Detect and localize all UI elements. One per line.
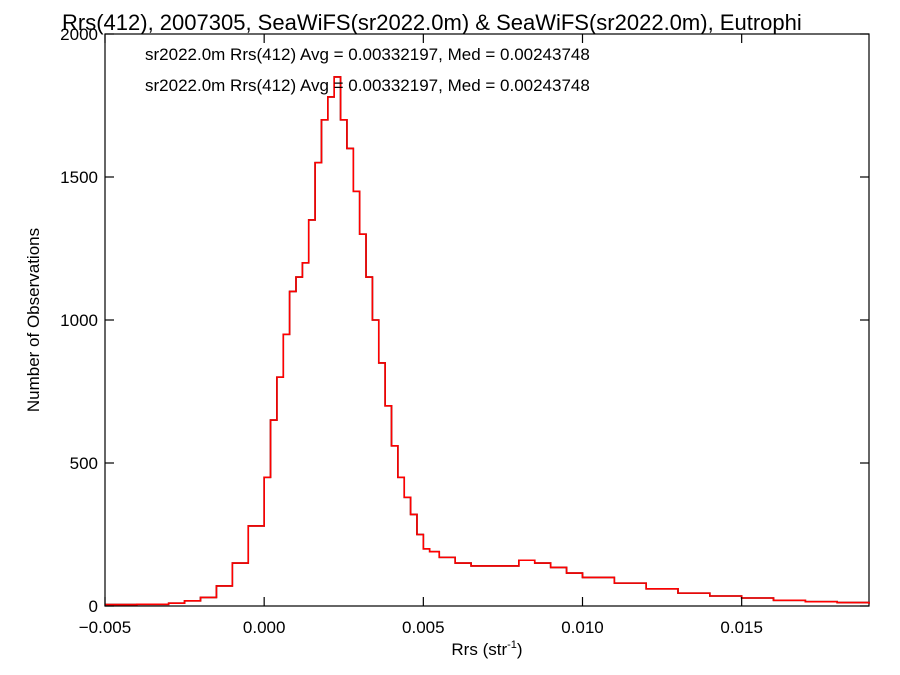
legend-entry-2: sr2022.0m Rrs(412) Avg = 0.00332197, Med… xyxy=(145,76,590,95)
x-tick-label: 0.000 xyxy=(243,618,286,637)
x-axis-label-main: Rrs (str xyxy=(451,640,507,659)
chart-title: Rrs(412), 2007305, SeaWiFS(sr2022.0m) & … xyxy=(62,10,802,35)
y-axis-label: Number of Observations xyxy=(24,228,43,412)
x-tick-label: 0.010 xyxy=(561,618,604,637)
x-axis-ticks: −0.005 0.000 0.005 0.010 0.015 xyxy=(79,34,763,637)
legend: sr2022.0m Rrs(412) Avg = 0.00332197, Med… xyxy=(145,45,590,95)
y-tick-label: 1000 xyxy=(60,311,98,330)
x-axis-label-close: ) xyxy=(517,640,523,659)
y-tick-label: 2000 xyxy=(60,25,98,44)
series-line-1 xyxy=(105,76,870,606)
x-tick-label: 0.015 xyxy=(720,618,763,637)
plot-area xyxy=(104,33,870,607)
y-axis-ticks: 0 500 1000 1500 2000 xyxy=(60,25,869,616)
series-layer xyxy=(105,76,870,606)
x-axis-label: Rrs (str-1) xyxy=(451,639,522,659)
y-tick-label: 0 xyxy=(89,597,98,616)
legend-entry-1: sr2022.0m Rrs(412) Avg = 0.00332197, Med… xyxy=(145,45,590,64)
series-line-2 xyxy=(105,76,870,606)
plot-frame xyxy=(104,33,870,607)
x-tick-label: −0.005 xyxy=(79,618,131,637)
y-tick-label: 1500 xyxy=(60,168,98,187)
x-axis-label-superscript: -1 xyxy=(507,639,517,651)
x-tick-label: 0.005 xyxy=(402,618,445,637)
y-tick-label: 500 xyxy=(70,454,98,473)
